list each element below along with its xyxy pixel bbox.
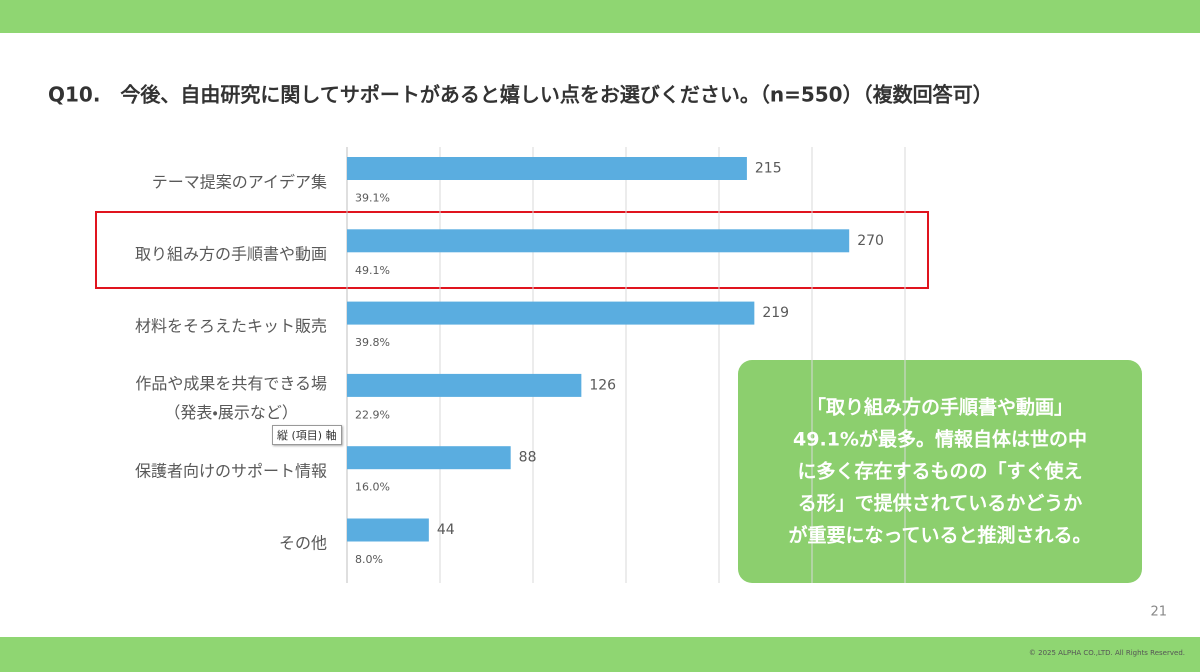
highlight-box: [95, 211, 929, 289]
callout-line: る形」で提供されているかどうか: [798, 492, 1082, 515]
bar: [347, 157, 747, 180]
category-label: 作品や成果を共有できる場 （発表・展示など）: [135, 374, 327, 423]
tooltip: 縦 (項目) 軸: [272, 425, 342, 445]
category-label: テーマ提案のアイデア集: [151, 172, 327, 191]
bar: [347, 373, 582, 397]
bar: [347, 518, 429, 542]
callout-line: が重要になっていると推測される。: [788, 524, 1091, 547]
bar: [347, 229, 850, 253]
callout-line: に多く存在するものの「すぐ使え: [797, 460, 1082, 483]
copyright: © 2025 ALPHA CO.,LTD. All Rights Reserve…: [1029, 649, 1185, 657]
category-label: 保護者向けのサポート情報: [134, 461, 327, 481]
share-label: 22.9%: [355, 408, 390, 421]
category-label: その他: [278, 533, 327, 553]
bottom-band: [0, 637, 1200, 672]
top-band: [0, 0, 1200, 33]
bar: [347, 301, 755, 325]
share-label: 8.0%: [355, 553, 383, 566]
callout-line: 49.1%が最多。情報自体は世の中: [793, 428, 1087, 451]
share-label: 16.0%: [355, 481, 390, 494]
callout-line: 「取り組み方の手順書や動画」: [807, 396, 1073, 419]
value-label: 219: [762, 305, 789, 321]
share-label: 49.1%: [355, 264, 390, 277]
category-label: 材料をそろえたキット販売: [134, 316, 327, 336]
value-label: 88: [519, 450, 537, 466]
callout-box: [738, 360, 1142, 583]
value-label: 270: [857, 233, 884, 249]
value-label: 44: [437, 522, 455, 538]
value-label: 215: [755, 161, 782, 177]
bar: [347, 446, 511, 470]
share-label: 39.8%: [355, 336, 390, 349]
chart-title: Q10. 今後、自由研究に関してサポートがあると嬉しい点をお選びください。（n=…: [48, 83, 993, 107]
value-label: 126: [589, 377, 616, 393]
share-label: 39.1%: [355, 192, 390, 205]
page-number: 21: [1150, 605, 1167, 620]
category-label: 取り組み方の手順書や動画: [134, 244, 327, 264]
